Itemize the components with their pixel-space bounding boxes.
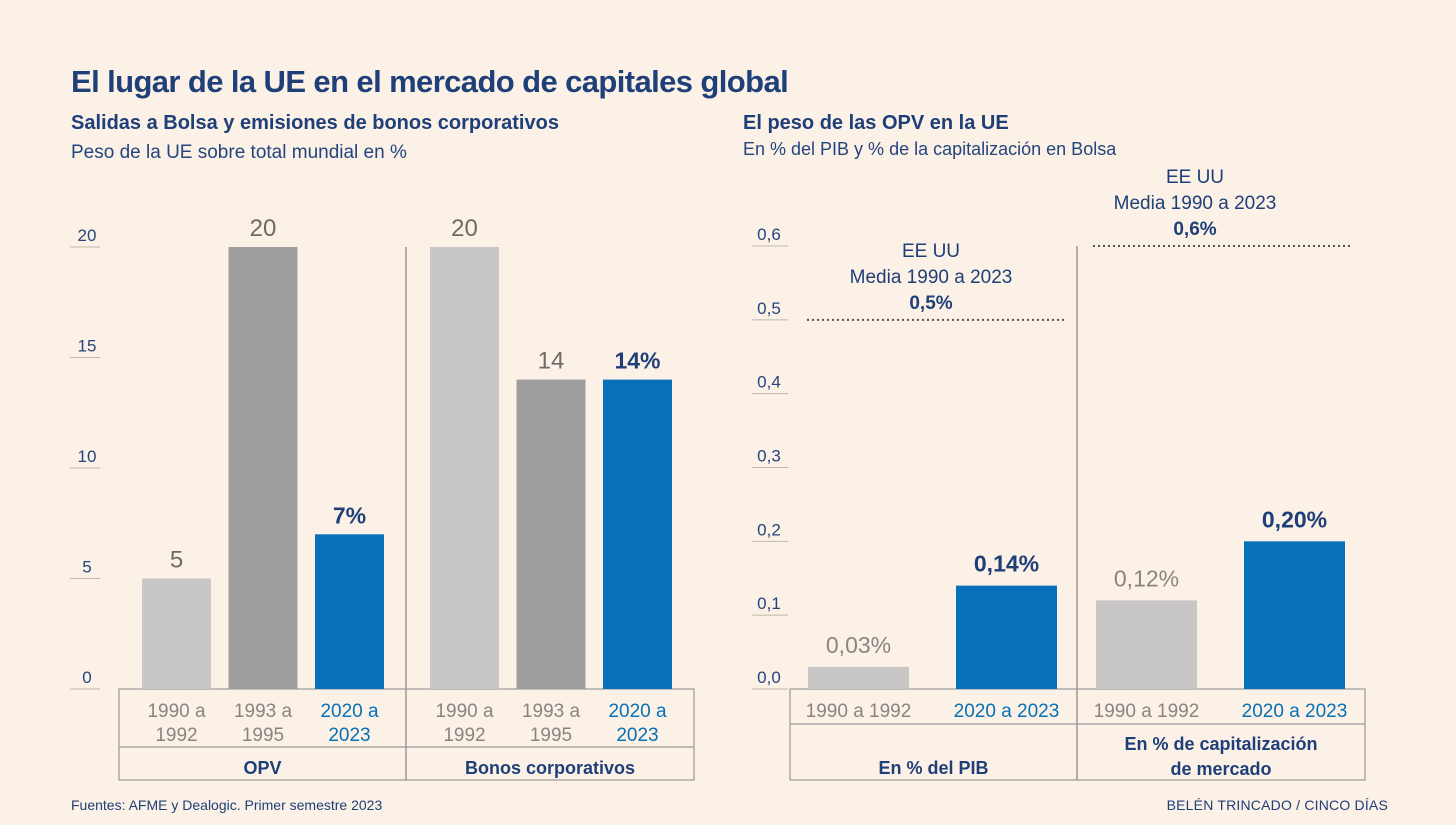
right-chart-subtitle: En % del PIB y % de la capitalización en… [743,139,1117,159]
bar-value-label: 5 [170,547,183,574]
y-tick-label: 0,3 [757,447,781,466]
source-note: Fuentes: AFME y Dealogic. Primer semestr… [71,797,383,813]
x-tick-label: 1993 a [234,701,293,722]
bar [516,379,586,689]
bar-value-label: 0,20% [1262,506,1327,532]
bar-value-label: 20 [451,215,478,242]
x-tick-label: 1990 a 1992 [806,701,912,722]
right-chart-title: El peso de las OPV en la UE [743,112,1009,134]
x-tick-label: 1995 [242,725,284,746]
group-label: En % del PIB [878,758,988,778]
bar [808,666,909,689]
bar-value-label: 20 [250,215,277,242]
left-chart: 0 5 10 15 20 5 1990 a 1992 20 1993 a 1995 7% 2020 a 2… [70,215,695,781]
x-tick-label: 2023 [616,725,658,746]
y-tick-label: 0,4 [757,373,781,392]
bar-value-label: 7% [333,502,366,528]
bar [430,247,499,689]
right-chart: 0,0 0,1 0,2 0,3 0,4 0,5 0,6 EE UU Media 1990 a 2… [752,167,1366,781]
page-title: El lugar de la UE en el mercado de capit… [71,64,789,99]
bar [956,585,1057,689]
bar-value-label: 14 [538,348,565,375]
axis-frame [118,688,695,781]
bar [1096,600,1197,689]
bar [1244,541,1345,689]
bar-value-label: 0,03% [826,632,891,658]
x-tick-label: 1990 a [147,701,206,722]
x-tick-label: 1995 [530,725,572,746]
y-tick-label: 20 [78,226,97,245]
group-label: Bonos corporativos [465,758,635,778]
reference-label: Media 1990 a 2023 [1114,193,1277,214]
y-tick-label: 0,2 [757,520,781,539]
y-tick-label: 5 [82,558,91,577]
x-tick-label: 1990 a [435,701,494,722]
x-tick-label: 2023 [328,725,370,746]
bar-value-label: 0,14% [974,551,1039,577]
reference-value-label: 0,6% [1173,219,1216,240]
group-label: de mercado [1170,759,1271,779]
reference-label: EE UU [1166,167,1224,188]
x-tick-label: 2020 a 2023 [954,701,1060,722]
reference-value-label: 0,5% [909,293,952,314]
left-chart-title: Salidas a Bolsa y emisiones de bonos cor… [71,112,559,134]
left-chart-subtitle: Peso de la UE sobre total mundial en % [71,142,407,163]
x-tick-label: 1992 [443,725,485,746]
y-tick-label: 10 [78,447,97,466]
bar [315,534,384,689]
x-tick-label: 2020 a 2023 [1242,701,1348,722]
bar-value-label: 0,12% [1114,565,1179,591]
x-tick-label: 1992 [155,725,197,746]
y-tick-label: 0,5 [757,299,781,318]
y-tick-label: 0,1 [757,594,781,613]
bar [228,247,298,689]
bar [142,578,211,689]
group-label: OPV [243,758,281,778]
group-label: En % de capitalización [1124,734,1317,754]
reference-label: Media 1990 a 2023 [850,267,1013,288]
bar-value-label: 14% [614,348,660,374]
y-tick-label: 0 [82,668,91,687]
bar [603,379,672,689]
x-tick-label: 1993 a [522,701,581,722]
axis-frame [789,688,1366,781]
x-tick-label: 2020 a [320,701,379,722]
y-tick-label: 0,6 [757,225,781,244]
reference-label: EE UU [902,241,960,262]
y-tick-label: 15 [78,337,97,356]
y-tick-label: 0,0 [757,668,781,687]
x-tick-label: 1990 a 1992 [1094,701,1200,722]
x-tick-label: 2020 a [608,701,667,722]
credit-note: BELÉN TRINCADO / CINCO DÍAS [1166,797,1388,813]
